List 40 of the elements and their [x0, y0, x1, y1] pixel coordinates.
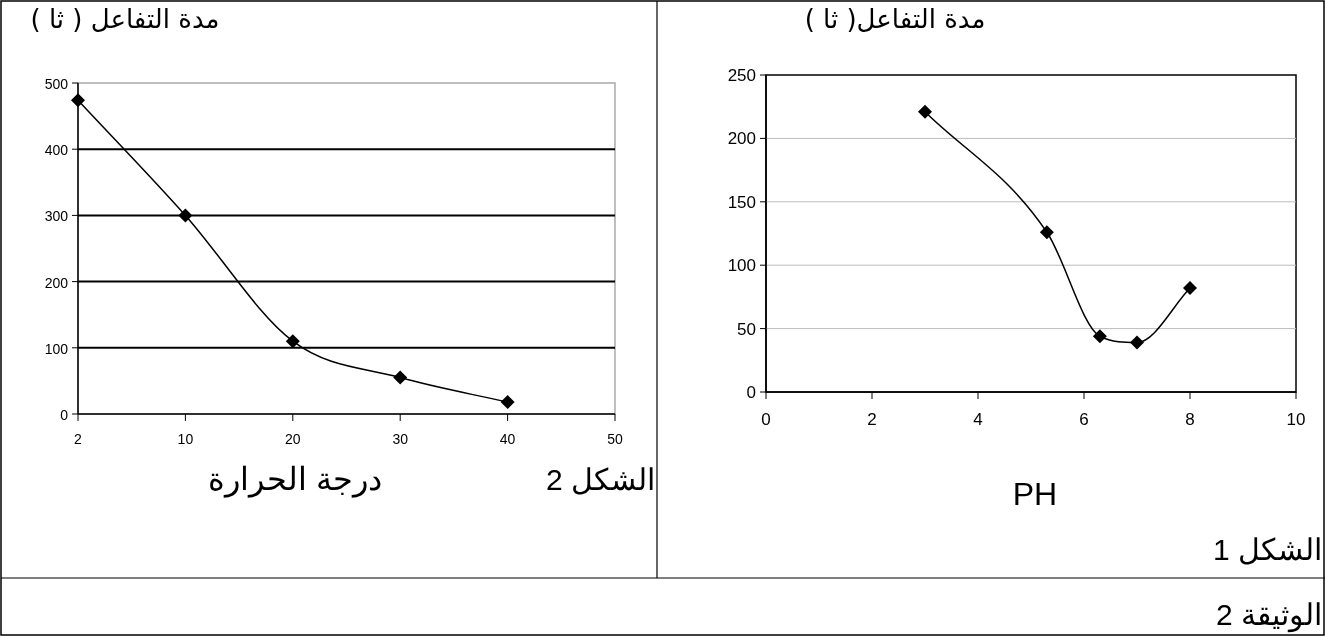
text: الوثيقة 2 [1215, 598, 1322, 633]
point [1039, 225, 1054, 240]
point [1183, 281, 1197, 296]
text: الشكل 2 [545, 463, 655, 496]
x-tick-label: 0 [761, 410, 771, 429]
y-tick-label: 50 [737, 319, 756, 339]
x-tick-label: 2 [867, 410, 877, 429]
x-axis-title: درجة الحرارة [208, 461, 382, 498]
text: الشكل 1 [1212, 533, 1322, 566]
y-axis-title: مدة التفاعل( ثا ) [804, 4, 986, 34]
point [393, 370, 408, 385]
y-tick-label: 500 [44, 76, 69, 92]
point [71, 93, 85, 108]
x-tick-label: 30 [392, 431, 409, 447]
x-tick-label: 50 [607, 431, 623, 447]
y-tick-label: 150 [727, 192, 756, 212]
x-tick-label: 10 [177, 431, 194, 447]
x-tick-label: 8 [1185, 410, 1195, 429]
y-tick-label: 200 [727, 129, 756, 149]
point [178, 208, 193, 223]
x-tick-label: 20 [285, 431, 301, 447]
x-tick-label: 10 [1286, 410, 1306, 429]
y-tick-label: 0 [746, 383, 756, 402]
y-tick-label: 200 [44, 274, 69, 291]
y-axis-title: مدة التفاعل ( ثا ) [30, 4, 220, 34]
point [285, 334, 300, 349]
point [500, 395, 515, 410]
x-axis-title: PH [1012, 476, 1058, 512]
x-tick-label: 4 [973, 410, 983, 429]
y-tick-label: 250 [727, 66, 756, 85]
y-tick-label: 100 [727, 256, 756, 276]
point [1130, 335, 1144, 350]
point [918, 104, 932, 119]
y-tick-label: 100 [44, 340, 69, 357]
y-tick-label: 300 [44, 208, 69, 225]
x-tick-label: 6 [1079, 410, 1089, 429]
x-tick-label: 40 [499, 431, 516, 447]
y-tick-label: 400 [44, 142, 69, 159]
point [1092, 329, 1107, 344]
x-tick-label: 2 [74, 431, 83, 447]
